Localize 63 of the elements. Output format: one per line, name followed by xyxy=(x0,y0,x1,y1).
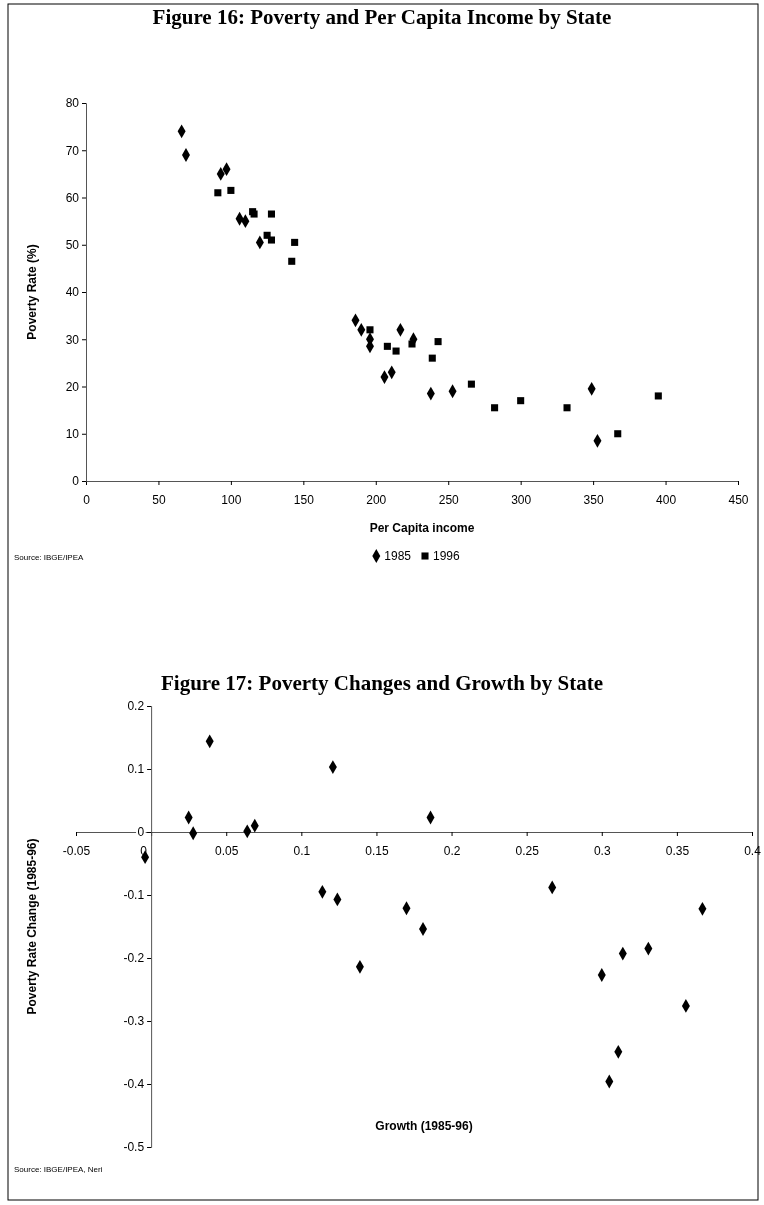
y-tick-label: 0.2 xyxy=(127,699,145,714)
x-tick-label: 100 xyxy=(221,492,242,507)
x-tick-label: 0.2 xyxy=(443,843,461,858)
legend-label: 1996 xyxy=(433,549,461,563)
point xyxy=(563,404,571,412)
point xyxy=(434,338,442,346)
y-axis-title: Poverty Rate (%) xyxy=(25,244,39,340)
point xyxy=(428,354,436,362)
x-tick-label: 0.1 xyxy=(293,843,311,858)
x-tick-label: 400 xyxy=(656,492,677,507)
x-tick-label: 0.35 xyxy=(665,843,690,858)
point xyxy=(267,210,275,218)
y-tick-label: -0.4 xyxy=(123,1077,145,1092)
y-tick-label: 40 xyxy=(65,285,80,300)
x-tick-label: 0.4 xyxy=(744,843,762,858)
point xyxy=(392,347,400,355)
x-tick-label: 50 xyxy=(152,492,166,507)
x-tick-label: 350 xyxy=(583,492,604,507)
x-tick-label: 200 xyxy=(366,492,387,507)
y-tick-label: 0 xyxy=(72,474,80,489)
point xyxy=(491,404,499,412)
x-tick-label: 300 xyxy=(511,492,532,507)
y-tick-label: -0.3 xyxy=(123,1014,145,1029)
chart-title: Figure 16: Poverty and Per Capita Income by State xyxy=(152,5,612,29)
source-note: Source: IBGE/IPEA, Neri xyxy=(14,1165,103,1174)
x-tick-label: 450 xyxy=(728,492,749,507)
point xyxy=(214,189,222,197)
x-tick-label: 0.05 xyxy=(215,843,239,858)
y-tick-label: 70 xyxy=(65,143,80,158)
point xyxy=(288,257,296,265)
point xyxy=(517,397,525,405)
x-axis-title: Growth (1985-96) xyxy=(375,1119,473,1133)
chart-title: Figure 17: Poverty Changes and Growth by State xyxy=(161,671,603,695)
x-tick-label: 0 xyxy=(83,492,91,507)
y-tick-label: 30 xyxy=(65,332,80,347)
x-tick-label: 0.3 xyxy=(593,843,611,858)
point xyxy=(227,186,235,194)
point xyxy=(383,342,391,350)
point xyxy=(614,430,622,438)
point xyxy=(467,380,475,388)
point xyxy=(408,340,416,348)
point xyxy=(267,236,275,244)
x-tick-label: -0.05 xyxy=(62,843,91,858)
point xyxy=(291,238,299,246)
y-tick-label: 50 xyxy=(65,238,80,253)
y-tick-label: -0.1 xyxy=(123,888,145,903)
x-tick-label: 0.15 xyxy=(365,843,389,858)
y-tick-label: -0.2 xyxy=(123,951,145,966)
y-tick-label: 20 xyxy=(65,379,80,394)
x-tick-label: 150 xyxy=(293,492,315,507)
y-axis-title: Poverty Rate Change (1985-96) xyxy=(25,838,39,1015)
x-axis-title: Per Capita income xyxy=(369,521,475,535)
y-tick-label: 10 xyxy=(65,427,80,442)
legend-label: 1985 xyxy=(384,549,412,563)
x-tick-label: 250 xyxy=(438,492,460,507)
x-tick-label: 0.25 xyxy=(515,843,540,858)
y-tick-label: 0.1 xyxy=(127,762,145,777)
y-tick-label: 80 xyxy=(65,96,80,111)
point xyxy=(366,326,374,334)
y-tick-label: -0.5 xyxy=(123,1140,145,1155)
source-note: Source: IBGE/IPEA xyxy=(14,553,85,562)
point xyxy=(654,392,662,400)
y-tick-label: 60 xyxy=(65,190,80,205)
